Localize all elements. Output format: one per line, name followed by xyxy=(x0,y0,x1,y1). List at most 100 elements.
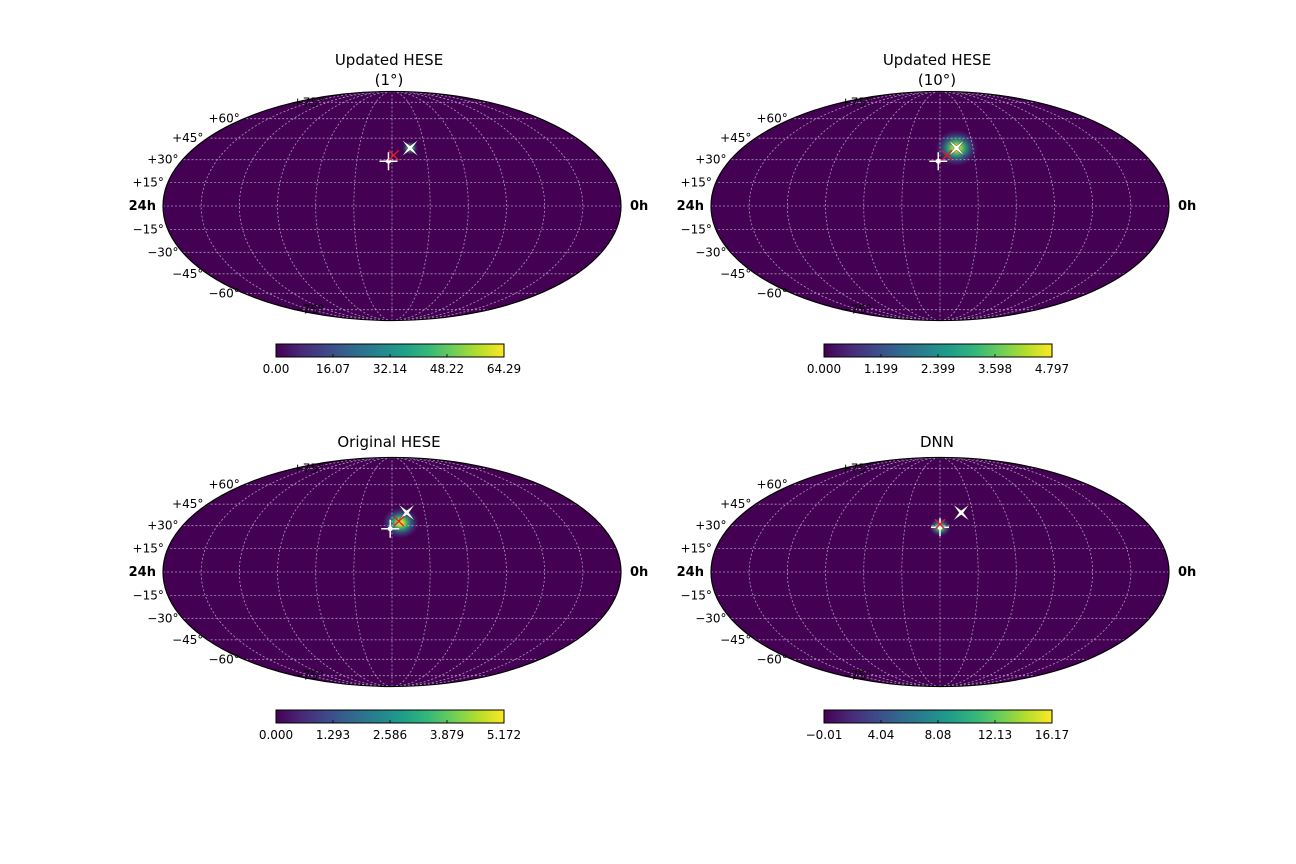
chart-title: Original HESE xyxy=(337,433,440,451)
skymap-panel: Updated HESE (1°) +75° +60° +45° +30° +15° −15°… xyxy=(129,51,649,376)
grid-meridian xyxy=(939,91,979,321)
colorbar-tick-label: 0.00 xyxy=(263,362,290,376)
dec-tick-label: +45° xyxy=(720,131,751,145)
grid-meridian xyxy=(315,91,393,321)
grid-meridian xyxy=(939,91,1055,321)
colorbar-tick-label: 4.797 xyxy=(1035,362,1069,376)
grid-meridian xyxy=(277,91,393,321)
colorbar-tick-label: 4.04 xyxy=(868,728,895,742)
grid-meridian xyxy=(825,91,941,321)
grid-meridian xyxy=(901,91,941,321)
grid-meridian xyxy=(786,91,941,321)
colorbar-tick-label: 5.172 xyxy=(487,728,521,742)
dec-tick-label: −75° xyxy=(841,303,872,317)
grid-meridian xyxy=(939,91,1017,321)
dec-tick-label: +45° xyxy=(172,131,203,145)
red-x-marker xyxy=(393,515,405,527)
skymap-panel: Updated HESE (10°) +75° +60° +45° +30° +15° −15… xyxy=(677,51,1197,376)
skymap-panel: DNN +75° +60° +45° +30° +15° −15° −30° −45° −60° −… xyxy=(677,433,1197,742)
grid-meridian xyxy=(863,91,941,321)
dec-tick-label: +45° xyxy=(720,497,751,511)
colorbar-tick-label: 0.000 xyxy=(259,728,293,742)
star-marker xyxy=(953,504,970,521)
ra-label-left: 24h xyxy=(677,199,704,214)
colorbar-tick-label: 32.14 xyxy=(373,362,407,376)
skymap-panel: Original HESE +75° +60° +45° +30° +15° −15° −30… xyxy=(129,433,649,742)
grid-meridian xyxy=(391,457,507,687)
colorbar-tick-label: −0.01 xyxy=(806,728,843,742)
dec-tick-label: −45° xyxy=(720,267,751,281)
dec-tick-label: +15° xyxy=(681,176,712,190)
colorbar: 0.00 16.07 32.14 48.22 64.29 xyxy=(263,343,521,376)
red-x-marker xyxy=(388,149,400,161)
chart-title: Updated HESE xyxy=(883,51,991,69)
dec-tick-label: −45° xyxy=(172,633,203,647)
chart-title: Updated HESE xyxy=(335,51,443,69)
colorbar-tick-label: 16.17 xyxy=(1035,728,1069,742)
ra-label-right: 0h xyxy=(1178,565,1196,580)
cross-marker-dot xyxy=(387,526,393,532)
dec-tick-label: −75° xyxy=(841,669,872,683)
dec-tick-label: −30° xyxy=(695,611,726,625)
grid-meridian xyxy=(863,457,941,687)
red-x-marker xyxy=(934,518,946,530)
grid-meridian xyxy=(939,457,1017,687)
dec-tick-label: −45° xyxy=(172,267,203,281)
dec-tick-label: +60° xyxy=(208,478,239,492)
dec-tick-label: −15° xyxy=(681,222,712,236)
ra-label-right: 0h xyxy=(630,199,648,214)
dec-tick-label: −60° xyxy=(208,652,239,666)
grid-meridian xyxy=(391,457,469,687)
chart-subtitle: (10°) xyxy=(918,71,956,89)
dec-tick-label: −30° xyxy=(147,611,178,625)
dec-tick-label: +15° xyxy=(681,542,712,556)
grid-meridian xyxy=(939,91,1094,321)
dec-tick-label: +60° xyxy=(756,478,787,492)
dec-tick-label: −30° xyxy=(147,245,178,259)
dec-tick-label: +15° xyxy=(133,176,164,190)
dec-tick-label: −45° xyxy=(720,633,751,647)
dec-tick-label: −30° xyxy=(695,245,726,259)
colorbar-tick-label: 0.000 xyxy=(807,362,841,376)
dec-tick-label: +75° xyxy=(841,461,872,475)
grid-meridian xyxy=(939,457,979,687)
colorbar-tick-label: 2.586 xyxy=(373,728,407,742)
sky-outline xyxy=(710,456,1170,688)
sky-content xyxy=(163,91,621,321)
dec-tick-label: −15° xyxy=(681,588,712,602)
grid-meridian xyxy=(238,91,393,321)
grid-meridian xyxy=(353,457,393,687)
dec-tick-label: +30° xyxy=(695,519,726,533)
sky-content xyxy=(711,457,1169,687)
colorbar-tick-label: 64.29 xyxy=(487,362,521,376)
dec-tick-label: +75° xyxy=(293,461,324,475)
colorbar-tick-label: 16.07 xyxy=(316,362,350,376)
grid-meridian xyxy=(277,457,393,687)
grid-meridian xyxy=(391,91,431,321)
ra-label-left: 24h xyxy=(129,199,156,214)
dec-tick-label: +75° xyxy=(293,95,324,109)
dec-tick-label: −60° xyxy=(208,286,239,300)
colorbar: 0.000 1.199 2.399 3.598 4.797 xyxy=(807,343,1069,376)
grid-meridian xyxy=(315,457,393,687)
grid-meridian xyxy=(238,457,393,687)
colorbar-tick-label: 2.399 xyxy=(921,362,955,376)
dec-tick-label: −75° xyxy=(293,669,324,683)
star-marker xyxy=(948,139,965,157)
sky-content xyxy=(163,457,621,687)
sky-outline xyxy=(710,90,1170,322)
colorbar-tick-label: 1.199 xyxy=(864,362,898,376)
red-x-marker xyxy=(941,149,953,161)
colorbar-tick-label: 48.22 xyxy=(430,362,464,376)
dec-tick-label: +60° xyxy=(756,112,787,126)
dec-tick-label: −15° xyxy=(133,222,164,236)
colorbar-tick-label: 3.879 xyxy=(430,728,464,742)
ra-label-right: 0h xyxy=(1178,199,1196,214)
dec-tick-label: −15° xyxy=(133,588,164,602)
grid-meridian xyxy=(786,457,941,687)
dec-tick-label: −75° xyxy=(293,303,324,317)
dec-tick-label: +15° xyxy=(133,542,164,556)
grid-meridian xyxy=(391,91,507,321)
cross-marker-dot xyxy=(935,158,941,164)
sky-outline xyxy=(162,456,622,688)
